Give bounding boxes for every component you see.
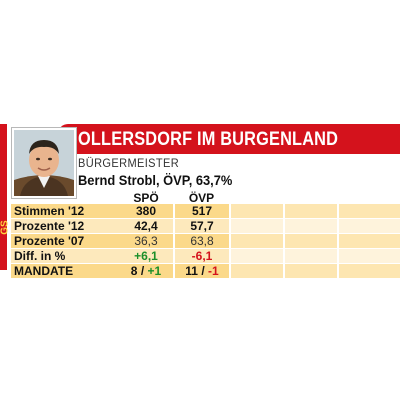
empty-cell — [339, 204, 400, 218]
role-label: BÜRGERMEISTER — [78, 156, 180, 170]
cell-ovp-diff: -6,1 — [175, 249, 229, 263]
side-badge-label: GS — [0, 219, 12, 235]
empty-cell — [285, 264, 337, 278]
spo-seats: 8 — [130, 264, 138, 278]
election-result-card: GS OLLERSDORF IM BURGENLAND BÜRGERMEISTE… — [0, 120, 400, 282]
empty-cell — [339, 219, 400, 233]
table-header: SPÖ ÖVP — [11, 191, 400, 205]
portrait-icon — [14, 130, 74, 196]
cell-ovp: 57,7 — [175, 219, 229, 233]
cell-ovp-mandate: 11 / -1 — [175, 264, 229, 278]
cell-spo-mandate: 8 / +1 — [119, 264, 173, 278]
title-banner — [58, 124, 400, 154]
cell-spo: 36,3 — [119, 234, 173, 248]
ovp-seats: 11 — [185, 264, 198, 278]
empty-cell — [231, 219, 283, 233]
table-row-mandate: MANDATE 8 / +1 11 / -1 — [11, 264, 400, 278]
left-accent-stripe — [0, 124, 7, 270]
column-header-ovp: ÖVP — [188, 191, 215, 205]
separator: / — [140, 264, 145, 278]
separator: / — [201, 264, 205, 278]
empty-cell — [231, 234, 283, 248]
row-label: Prozente '12 — [11, 219, 119, 233]
empty-cell — [339, 264, 400, 278]
cell-ovp: 63,8 — [175, 234, 229, 248]
table-row: Prozente '07 36,3 63,8 — [11, 234, 400, 248]
empty-cell — [339, 249, 400, 263]
column-header-spo: SPÖ — [133, 191, 159, 205]
ovp-seat-change: -1 — [208, 264, 219, 278]
table-row: Stimmen '12 380 517 — [11, 204, 400, 218]
empty-cell — [285, 204, 337, 218]
mayor-photo — [12, 128, 76, 198]
row-label: Prozente '07 — [11, 234, 119, 248]
empty-cell — [231, 264, 283, 278]
results-table: SPÖ ÖVP Stimmen '12 380 517 Prozente '12… — [11, 191, 400, 279]
empty-cell — [285, 219, 337, 233]
table-row: Diff. in % +6,1 -6,1 — [11, 249, 400, 263]
empty-cell — [285, 249, 337, 263]
spo-seat-change: +1 — [147, 264, 162, 278]
empty-cell — [231, 249, 283, 263]
cell-spo: 380 — [119, 204, 173, 218]
mayor-result: Bernd Strobl, ÖVP, 63,7% — [78, 172, 233, 188]
empty-cell — [339, 234, 400, 248]
row-label: Stimmen '12 — [11, 204, 119, 218]
cell-ovp: 517 — [175, 204, 229, 218]
empty-cell — [231, 204, 283, 218]
side-badge: GS — [0, 214, 11, 240]
page-title: OLLERSDORF IM BURGENLAND — [78, 129, 339, 150]
table-row: Prozente '12 42,4 57,7 — [11, 219, 400, 233]
cell-spo: 42,4 — [119, 219, 173, 233]
row-label: MANDATE — [11, 264, 119, 278]
row-label: Diff. in % — [11, 249, 119, 263]
empty-cell — [285, 234, 337, 248]
cell-spo-diff: +6,1 — [119, 249, 173, 263]
